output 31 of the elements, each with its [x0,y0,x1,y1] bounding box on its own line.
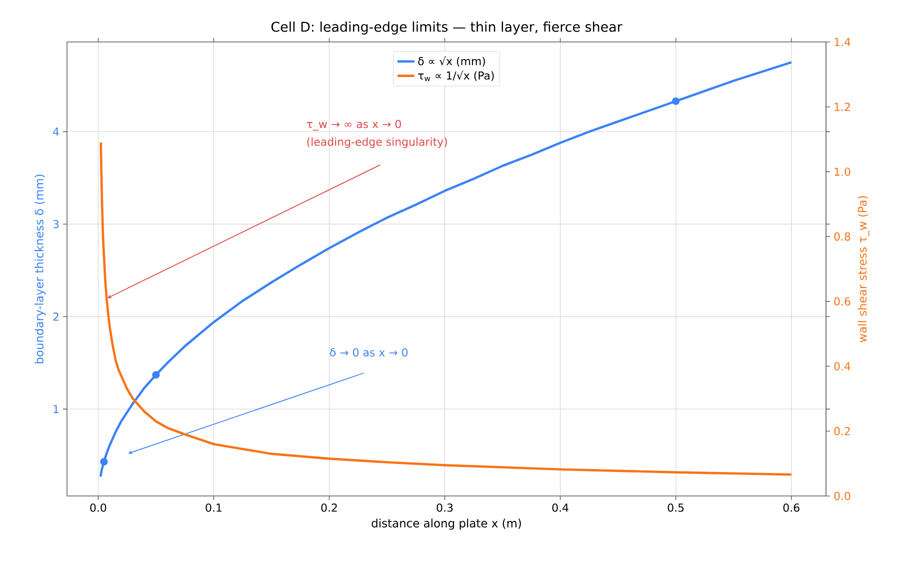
y-tick-label: 4 [53,128,59,136]
legend-label: τ$_{w}$ ∝ 1/√x (Pa) [418,70,494,82]
y2-tick-label: 0.6 [834,297,850,306]
y2-tick-label: 0.2 [834,426,850,436]
point [100,458,108,466]
y2-tick-label: 1.2 [834,102,850,111]
y-tick-label: 2 [53,312,58,321]
y-tick-label: 1 [54,405,58,414]
legend-label: δ ∝ √x (mm) [418,56,485,67]
x-tick-label: 0.0 [90,504,106,512]
y2-tick-label: 0.8 [834,232,850,241]
x-tick-label: 0.6 [783,504,800,512]
y-axis-title: boundary-layer thickness δ (mm) [34,174,46,364]
point [152,371,160,379]
x-tick-label: 0.1 [206,504,222,512]
x-tick-label: 0.4 [552,504,568,512]
y2-tick-label: 0.0 [834,492,850,500]
x-tick-label: 0.2 [321,504,337,512]
y2-tick-label: 1.4 [834,38,850,46]
x-tick-label: 0.5 [668,504,684,512]
x-axis-title: distance along plate x (m) [372,518,521,530]
x-tick-label: 0.3 [436,504,453,512]
chart-title: Cell D: leading-edge limits — thin layer, fierce shear [271,21,622,34]
annotation: (leading-edge singularity) [307,137,447,148]
annotation: τ_w → ∞ as x → 0 [306,120,401,131]
point [672,97,680,105]
y-tick-label: 3 [53,220,59,228]
y2-axis-title: wall shear stress τ_w (Pa) [858,196,870,342]
annotation: δ → 0 as x → 0 [330,348,408,357]
y2-tick-label: 1.0 [834,168,850,176]
y2-tick-label: 0.4 [834,362,850,370]
